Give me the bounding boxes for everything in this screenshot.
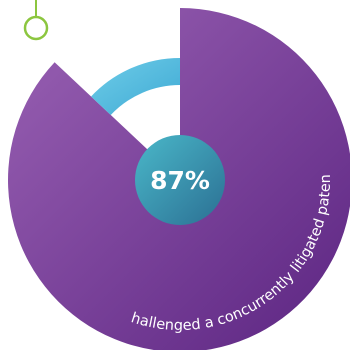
slice-remainder — [91, 58, 180, 115]
pie-slices — [8, 8, 350, 350]
center-disc — [135, 135, 225, 225]
marker-ring-icon — [23, 15, 49, 41]
slice-main — [8, 8, 350, 350]
center-value-label: 87% — [150, 166, 210, 195]
